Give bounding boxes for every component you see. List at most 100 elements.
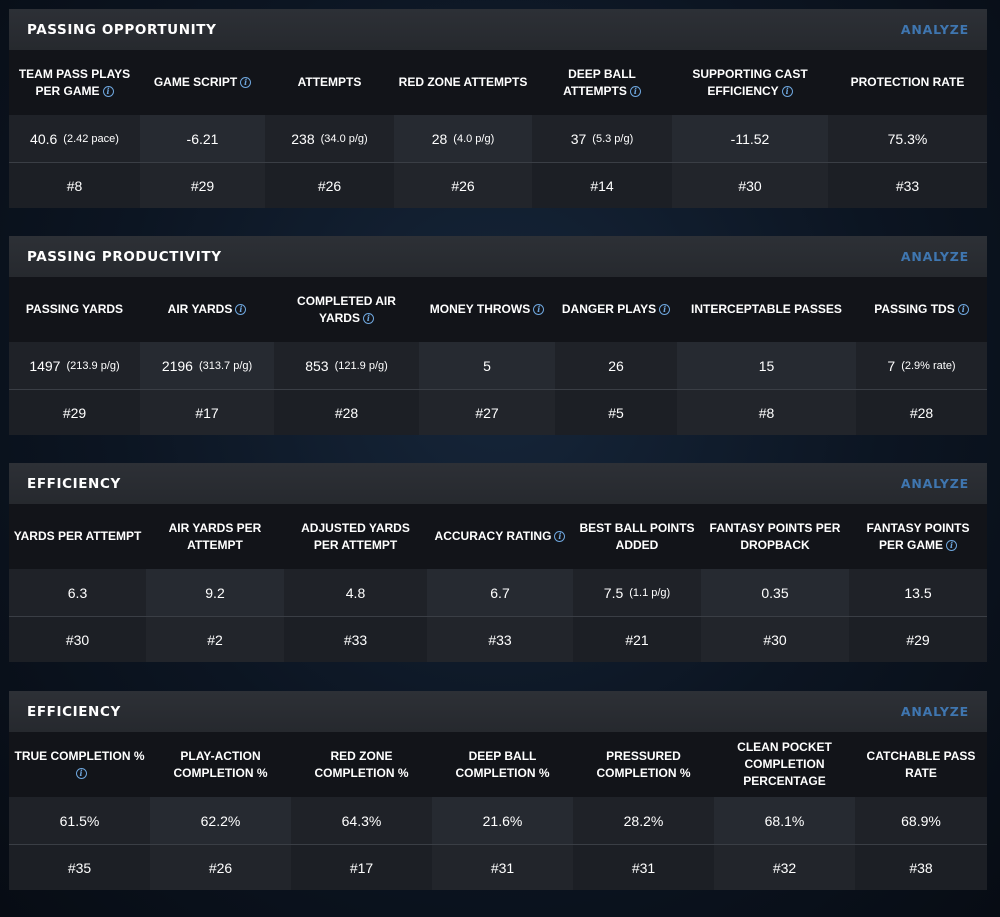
stat-rank: #26: [265, 162, 394, 208]
stat-per-game: (2.9% rate): [901, 359, 956, 372]
column-header: TRUE COMPLETION % i: [9, 732, 150, 797]
info-icon[interactable]: i: [533, 304, 545, 315]
analyze-button[interactable]: ANALYZE: [900, 249, 969, 264]
stats-grid: PASSING YARDS AIR YARDS i COMPLETED AIR YAR…: [9, 277, 987, 435]
column-header-label: PROTECTION RATE: [850, 75, 965, 89]
stat-value: 6.7: [490, 584, 510, 601]
column-header-label: AIR YARDS: [167, 302, 233, 316]
column-header-label: AIR YARDS PER ATTEMPT: [168, 520, 262, 552]
column-header-label: COMPLETED AIR YARDS: [297, 293, 396, 325]
stat-rank: #33: [828, 162, 987, 208]
stat-value: 13.5: [904, 584, 932, 601]
analyze-button[interactable]: ANALYZE: [900, 22, 969, 37]
section-title: PASSING OPPORTUNITY: [27, 21, 217, 38]
column-header: ACCURACY RATING i: [427, 504, 573, 569]
column-header-label: ACCURACY RATING: [434, 529, 552, 543]
stat-value: 853: [305, 357, 329, 374]
column-header-label: PLAY-ACTION COMPLETION %: [173, 748, 268, 780]
column-header: PASSING YARDS: [9, 277, 140, 342]
column-header: SUPPORTING CAST EFFICIENCY i: [672, 50, 828, 115]
column-header-label: PASSING TDS: [874, 302, 955, 316]
stat-value: 28.2%: [623, 812, 664, 829]
column-header-label: BEST BALL POINTS ADDED: [579, 520, 695, 552]
column-header: PRESSURED COMPLETION %: [573, 732, 714, 797]
stat-value: -6.21: [186, 130, 219, 147]
stat-per-game: (213.9 p/g): [66, 359, 120, 372]
stat-value: -11.52: [730, 130, 770, 147]
info-icon[interactable]: i: [946, 539, 957, 551]
section-title: PASSING PRODUCTIVITY: [27, 248, 222, 265]
stat-value-cell: 37 (5.3 p/g): [532, 115, 672, 162]
column-header-label: PASSING YARDS: [25, 302, 124, 316]
stat-rank: #30: [701, 616, 849, 662]
stat-value-cell: 238 (34.0 p/g): [265, 115, 394, 162]
column-header: COMPLETED AIR YARDS i: [274, 277, 419, 342]
column-header-label: MONEY THROWS: [429, 302, 531, 316]
stat-per-game: (121.9 p/g): [334, 359, 388, 372]
section-header: EFFICIENCY ANALYZE: [9, 463, 987, 504]
info-icon[interactable]: i: [362, 312, 374, 324]
info-icon[interactable]: i: [75, 767, 87, 779]
stat-rank: #29: [9, 389, 140, 435]
stat-rank: #27: [419, 389, 555, 435]
info-icon[interactable]: i: [235, 304, 247, 315]
stat-rank: #31: [432, 844, 573, 890]
info-icon[interactable]: i: [781, 85, 793, 97]
stat-value: 238: [291, 130, 315, 147]
stat-value-cell: 13.5: [849, 569, 987, 616]
stat-rank: #33: [284, 616, 427, 662]
stat-rank: #21: [573, 616, 701, 662]
info-icon[interactable]: i: [629, 85, 641, 97]
stat-value: 21.6%: [482, 812, 523, 829]
stat-value: 37: [570, 130, 587, 147]
stat-value: 15: [758, 357, 775, 374]
column-header-label: DEEP BALL COMPLETION %: [455, 748, 550, 780]
analyze-button[interactable]: ANALYZE: [900, 704, 969, 719]
column-header-label: SUPPORTING CAST EFFICIENCY: [692, 66, 808, 98]
stat-value: 75.3%: [887, 130, 928, 147]
stat-value: 28: [431, 130, 448, 147]
column-header-label: DEEP BALL ATTEMPTS: [563, 66, 636, 98]
info-icon[interactable]: i: [240, 77, 252, 88]
column-header: INTERCEPTABLE PASSES: [677, 277, 856, 342]
stat-per-game: (4.0 p/g): [453, 132, 495, 145]
info-icon[interactable]: i: [957, 304, 969, 315]
column-header: MONEY THROWS i: [419, 277, 555, 342]
column-header: ADJUSTED YARDS PER ATTEMPT: [284, 504, 427, 569]
stat-value-cell: 0.35: [701, 569, 849, 616]
column-header: CLEAN POCKET COMPLETION PERCENTAGE: [714, 732, 855, 797]
column-header-label: FANTASY POINTS PER GAME: [866, 520, 970, 552]
section-passing-productivity: PASSING PRODUCTIVITY ANALYZE PASSING YARDS…: [9, 236, 987, 435]
section-title: EFFICIENCY: [27, 703, 121, 720]
stat-value: 62.2%: [200, 812, 241, 829]
column-header-label: TRUE COMPLETION %: [14, 748, 145, 763]
column-header: PROTECTION RATE: [828, 50, 987, 115]
stat-rank: #29: [849, 616, 987, 662]
stat-rank: #33: [427, 616, 573, 662]
column-header: FANTASY POINTS PER GAME i: [849, 504, 987, 569]
stat-value: 7.5: [603, 584, 624, 601]
stat-rank: #26: [150, 844, 291, 890]
column-header: BEST BALL POINTS ADDED: [573, 504, 701, 569]
stats-grid: TEAM PASS PLAYS PER GAME i GAME SCRIPT i ATT…: [9, 50, 987, 208]
stat-value-cell: 40.6 (2.42 pace): [9, 115, 140, 162]
column-header-label: YARDS PER ATTEMPT: [13, 529, 142, 543]
stat-value: 9.2: [205, 584, 225, 601]
stat-value: 2196: [161, 357, 193, 374]
info-icon[interactable]: i: [554, 531, 566, 542]
stat-value-cell: 68.1%: [714, 797, 855, 844]
stat-value: 0.35: [761, 584, 789, 601]
stat-value: 6.3: [67, 584, 88, 601]
info-icon[interactable]: i: [659, 304, 671, 315]
column-header: AIR YARDS i: [140, 277, 274, 342]
analyze-button[interactable]: ANALYZE: [900, 476, 969, 491]
section-passing-opportunity: PASSING OPPORTUNITY ANALYZE TEAM PASS PLAY…: [9, 9, 987, 208]
stat-value-cell: 21.6%: [432, 797, 573, 844]
stat-value-cell: 7 (2.9% rate): [856, 342, 987, 389]
column-header: PASSING TDS i: [856, 277, 987, 342]
info-icon[interactable]: i: [102, 85, 114, 97]
column-header: AIR YARDS PER ATTEMPT: [146, 504, 284, 569]
column-header-label: ADJUSTED YARDS PER ATTEMPT: [301, 520, 410, 552]
stat-value-cell: 6.3: [9, 569, 146, 616]
column-header-label: GAME SCRIPT: [153, 75, 238, 89]
